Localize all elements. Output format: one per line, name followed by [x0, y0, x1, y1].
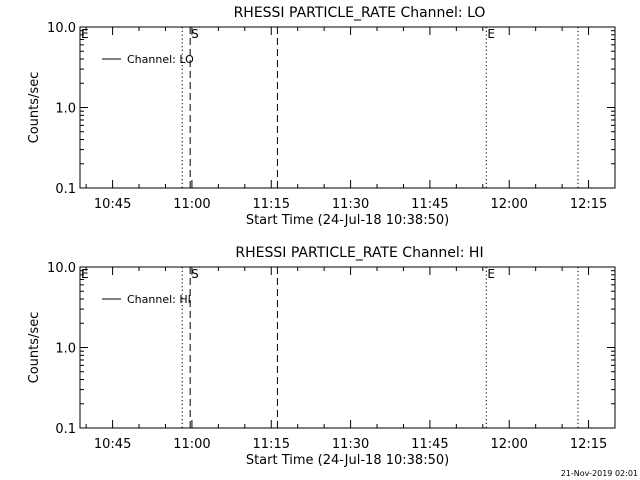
- y-tick-label: 0.1: [55, 422, 76, 437]
- chart-panel-hi: RHESSI PARTICLE_RATE Channel: HI 0.1 1.0 10…: [27, 245, 616, 468]
- x-tick-label: 12:15: [570, 197, 607, 212]
- annotation-letter: S: [191, 267, 199, 281]
- y-tick-label: 1.0: [55, 342, 76, 357]
- x-tick-label: 10:45: [94, 437, 131, 452]
- legend-label: Channel: HI: [127, 293, 191, 306]
- x-tick-label: 11:45: [411, 197, 448, 212]
- y-axis-label: Counts/sec: [27, 312, 42, 384]
- y-tick-label: 10.0: [47, 21, 76, 36]
- footer-timestamp: 21-Nov-2019 02:01: [561, 469, 638, 478]
- annotation-letter: E: [487, 27, 495, 41]
- x-tick-label: 11:30: [332, 197, 369, 212]
- x-tick-label: 12:15: [570, 437, 607, 452]
- chart-title: RHESSI PARTICLE_RATE Channel: HI: [235, 245, 483, 261]
- annotation-letter: S: [191, 27, 199, 41]
- y-tick-label: 10.0: [47, 261, 76, 276]
- y-axis-label: Counts/sec: [27, 72, 42, 144]
- x-tick-label: 12:00: [490, 197, 527, 212]
- chart-panel-lo: RHESSI PARTICLE_RATE Channel: LO 0.1 1.0 10…: [27, 5, 616, 228]
- x-tick-label: 10:45: [94, 197, 131, 212]
- y-tick-label: 1.0: [55, 102, 76, 117]
- x-tick-label: 11:00: [173, 437, 210, 452]
- chart-title: RHESSI PARTICLE_RATE Channel: LO: [234, 5, 486, 21]
- y-tick-label: 0.1: [55, 182, 76, 197]
- x-tick-label: 11:30: [332, 437, 369, 452]
- x-axis-label: Start Time (24-Jul-18 10:38:50): [246, 213, 449, 228]
- annotation-letter-corner: E: [81, 267, 89, 281]
- x-tick-label: 11:45: [411, 437, 448, 452]
- annotation-letter-corner: E: [81, 27, 89, 41]
- x-tick-label: 11:15: [253, 437, 290, 452]
- x-tick-label: 11:15: [253, 197, 290, 212]
- chart-panels: RHESSI PARTICLE_RATE Channel: LO 0.1 1.0 10…: [27, 5, 616, 468]
- x-tick-label: 11:00: [173, 197, 210, 212]
- annotation-letter: E: [487, 267, 495, 281]
- x-tick-label: 12:00: [490, 437, 527, 452]
- legend-label: Channel: LO: [127, 53, 194, 66]
- x-axis-label: Start Time (24-Jul-18 10:38:50): [246, 453, 449, 468]
